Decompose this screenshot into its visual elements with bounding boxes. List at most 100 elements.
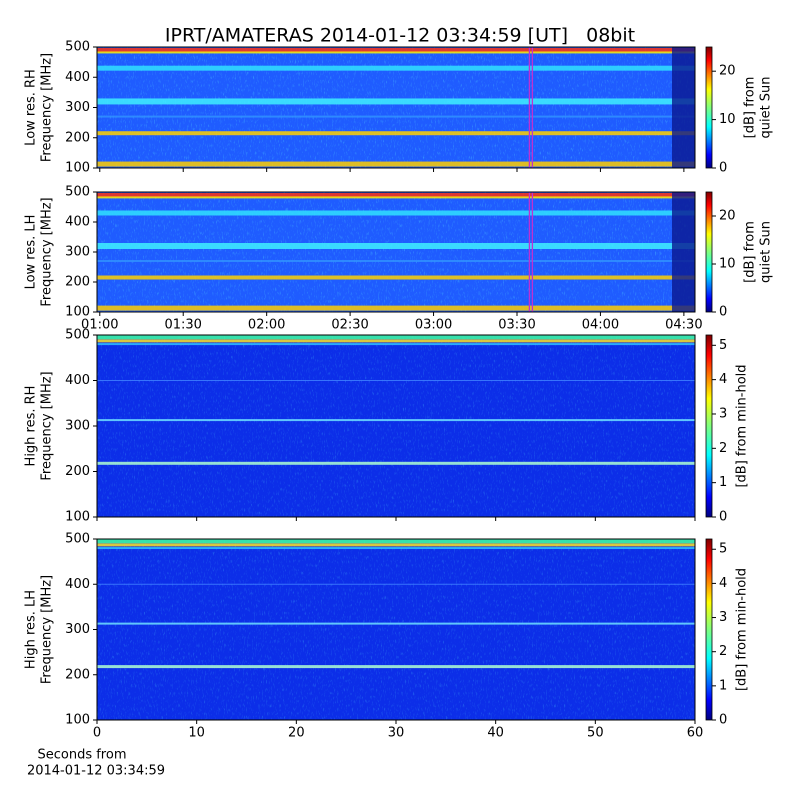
y-tick-label: 500 [65,185,90,200]
y-tick-label: 500 [65,532,90,547]
x-tick-label: 03:00 [415,318,452,333]
x-tick-label: 01:30 [164,318,201,333]
image-band [97,51,695,54]
image-band [97,65,695,71]
y-tick-label: 500 [65,40,90,55]
y-axis-label: Low res. RH [24,69,39,146]
y-axis-label: Frequency [MHz] [40,575,55,684]
y-tick-label: 100 [65,305,90,320]
y-tick-label: 500 [65,328,90,343]
image-band [97,193,695,197]
y-tick-label: 100 [65,510,90,525]
image-noise [97,47,695,168]
x-tick-label: 50 [587,726,604,741]
x-tick-label: 04:30 [665,318,702,333]
image-band [97,335,695,340]
colorbar-tick-label: 20 [719,64,736,79]
image-band [97,380,695,381]
y-axis-label: Low res. LH [24,215,39,290]
colorbar [705,46,713,169]
y-tick-label: 200 [65,130,90,145]
y-tick-label: 300 [65,100,90,115]
image-band [97,419,695,422]
colorbar-label: [dB] from [743,77,758,139]
y-tick-label: 400 [65,577,90,592]
image-band [97,305,695,311]
colorbar-tick-label: 3 [719,406,727,421]
x-axis-label: Seconds from [37,748,126,763]
image-band [97,622,695,625]
y-tick-label: 300 [65,419,90,434]
x-tick-label: 0 [93,726,101,741]
y-tick-label: 200 [65,464,90,479]
x-tick-label: 60 [687,726,704,741]
colorbar-tick-label: 0 [719,305,727,320]
colorbar-tick-label: 5 [719,338,727,353]
image-band [97,115,695,118]
image-band [97,547,695,550]
colorbar-tick-label: 5 [719,542,727,557]
colorbar-tick-label: 10 [719,112,736,127]
y-tick-label: 100 [65,161,90,176]
image-noise [97,335,695,517]
image-band [97,243,695,249]
image-band [97,665,695,669]
x-tick-label: 30 [388,726,405,741]
image-band [97,583,695,585]
y-axis-label: High res. LH [24,590,39,669]
image-band [97,339,695,343]
colorbar-tick-label: 20 [719,209,736,224]
colorbar-tick-label: 0 [719,713,727,728]
y-axis-label: High res. RH [24,386,39,467]
y-tick-label: 200 [65,275,90,290]
y-tick-label: 400 [65,70,90,85]
x-tick-label: 01:00 [81,318,118,333]
image-band [97,539,695,544]
x-tick-label: 02:00 [248,318,285,333]
colorbar-tick-label: 0 [719,510,727,525]
x-tick-label: 10 [188,726,205,741]
y-tick-label: 300 [65,245,90,260]
colorbar-tick-label: 1 [719,678,727,693]
x-tick-label: 02:30 [331,318,368,333]
colorbar-tick-label: 1 [719,475,727,490]
colorbar-tick-label: 4 [719,576,727,591]
x-tick-label: 20 [288,726,305,741]
colorbar-tick-label: 10 [719,257,736,272]
image-band [97,461,695,465]
colorbar-label: quiet Sun [759,221,774,283]
colorbar-label: [dB] from min-hold [735,568,750,691]
image-band [97,131,695,136]
image-band [97,275,695,280]
colorbar-tick-label: 0 [719,161,727,176]
x-axis-label: 2014-01-12 03:34:59 [27,764,165,779]
image-band [97,543,695,547]
x-tick-label: 40 [487,726,504,741]
y-tick-label: 200 [65,667,90,682]
colorbar-tick-label: 3 [719,610,727,625]
image-band [97,48,695,53]
image-band [97,196,695,199]
image-band [97,343,695,346]
y-tick-label: 300 [65,622,90,637]
image-edge [672,192,695,312]
colorbar-tick-label: 2 [719,644,727,659]
y-tick-label: 400 [65,215,90,230]
chart-title: IPRT/AMATERAS 2014-01-12 03:34:59 [UT] 0… [165,25,635,47]
image-band [97,260,695,262]
image-noise [97,192,695,312]
y-axis-label: Frequency [MHz] [40,197,55,306]
image-edge [672,47,695,168]
colorbar-label: quiet Sun [759,76,774,138]
y-tick-label: 100 [65,713,90,728]
y-axis-label: Frequency [MHz] [40,53,55,162]
y-tick-label: 400 [65,373,90,388]
image-band [97,161,695,167]
x-tick-label: 04:00 [582,318,619,333]
colorbar-label: [dB] from [743,221,758,283]
image-noise [97,539,695,720]
colorbar-label: [dB] from min-hold [735,364,750,487]
colorbar [705,538,713,721]
colorbar [705,191,713,313]
